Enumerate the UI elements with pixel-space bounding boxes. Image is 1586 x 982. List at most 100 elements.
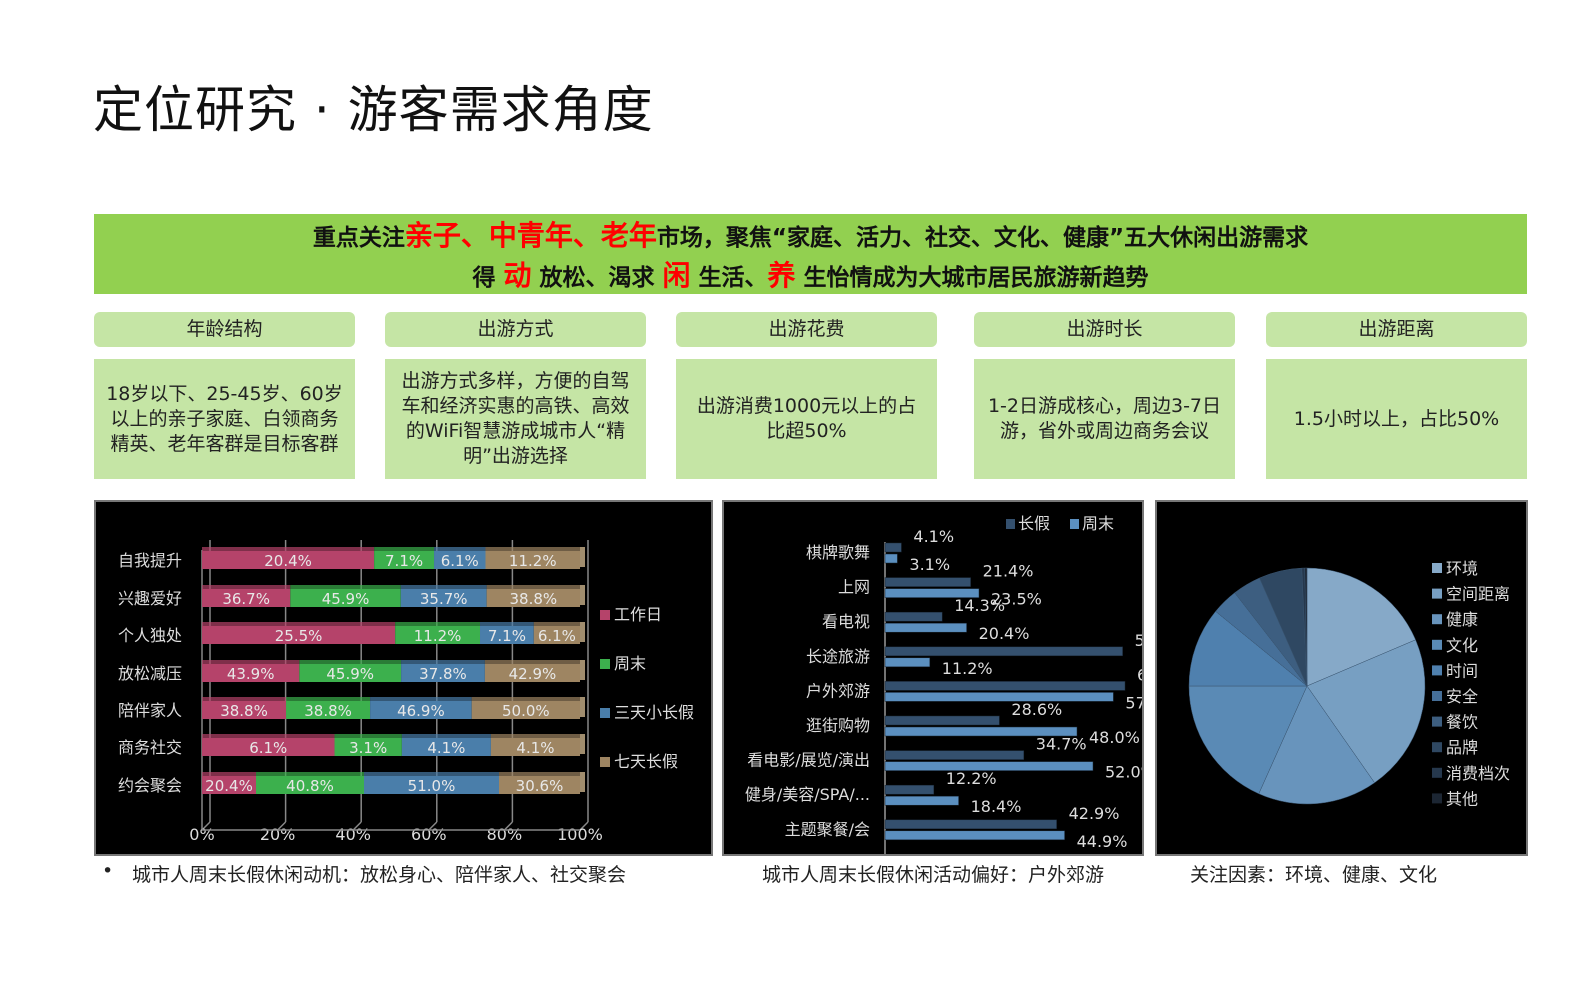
legend-swatch <box>1432 793 1442 804</box>
data-label: 30.6% <box>516 777 564 795</box>
data-label: 51.0% <box>408 777 456 795</box>
bar-segment-top <box>334 734 402 738</box>
y-category-label: 看电视 <box>822 612 870 631</box>
bar-segment <box>202 701 287 719</box>
bar-segment <box>401 664 485 682</box>
bar-segment-top <box>202 547 375 551</box>
bar-segment-top <box>299 660 402 664</box>
bar-segment-top <box>401 734 491 738</box>
card-header: 出游方式 <box>385 312 646 347</box>
data-label: 3.1% <box>349 739 387 757</box>
x-tick-label: 20% <box>260 825 296 844</box>
legend-swatch <box>600 610 610 620</box>
y-category-label: 约会聚会 <box>118 776 182 795</box>
y-category-label: 上网 <box>838 578 870 597</box>
legend-swatch <box>600 659 610 669</box>
bar-segment <box>401 738 491 756</box>
banner-text: 生活、 <box>690 265 768 291</box>
caption-bullet: • <box>102 860 114 882</box>
data-label: 48.0% <box>1089 728 1140 747</box>
y-category-label: 自我提升 <box>118 551 182 570</box>
banner-line-1: 重点关注亲子、中青年、老年市场，聚焦“家庭、活力、社交、文化、健康”五大休闲出游… <box>94 217 1527 257</box>
bar-segment-top <box>286 697 371 701</box>
data-label: 43.9% <box>227 665 275 683</box>
legend-swatch <box>1432 563 1442 573</box>
legend-label: 品牌 <box>1446 738 1478 757</box>
bar-segment <box>400 589 487 607</box>
bar-segment <box>202 589 291 607</box>
bar-segment-top <box>202 697 287 701</box>
data-label: 40.8% <box>286 777 334 795</box>
y-category-label: 逛街购物 <box>806 716 870 735</box>
card-body: 1.5小时以上，占比50% <box>1266 359 1527 479</box>
legend-label: 三天小长假 <box>614 703 694 722</box>
data-label: 42.9% <box>1069 804 1120 823</box>
pie-slice <box>1188 611 1308 687</box>
card-header: 出游距离 <box>1266 312 1527 347</box>
bar-end-face <box>580 547 585 567</box>
data-label: 11.2% <box>509 552 557 570</box>
bar-segment <box>374 551 435 569</box>
bar-segment-top <box>485 547 580 551</box>
bar-segment <box>286 701 371 719</box>
legend-swatch <box>600 708 610 718</box>
bar-segment <box>299 664 402 682</box>
data-label: 7.1% <box>385 552 423 570</box>
card-header: 出游花费 <box>676 312 937 347</box>
legend-label: 健康 <box>1446 610 1478 629</box>
legend-label: 空间距离 <box>1446 585 1510 604</box>
data-label: 60.0% <box>1137 665 1142 684</box>
y-category-label: 放松减压 <box>118 664 182 683</box>
x-tick-label: 100% <box>557 825 603 844</box>
data-label: 20.4% <box>264 552 312 570</box>
data-label: 11.2% <box>414 627 462 645</box>
bar <box>884 795 959 806</box>
data-label: 37.8% <box>419 665 467 683</box>
legend-label: 工作日 <box>614 605 662 624</box>
pie-slice <box>1188 685 1308 795</box>
bar-segment-top <box>490 734 580 738</box>
bar-segment-top <box>395 622 481 626</box>
tick-mark <box>428 821 438 831</box>
legend-swatch <box>1432 639 1442 650</box>
legend-label: 餐饮 <box>1446 713 1478 732</box>
bar <box>884 681 1126 691</box>
bar-segment <box>490 738 580 756</box>
legend-label: 文化 <box>1446 636 1478 655</box>
highlight-text: 闲 <box>662 259 691 292</box>
data-label: 34.7% <box>1036 735 1087 754</box>
data-label: 38.8% <box>509 590 557 608</box>
bar-segment <box>256 776 364 794</box>
bar-segment <box>370 701 472 719</box>
data-label: 6.1% <box>249 739 287 757</box>
activity-bar-chart: 棋牌歌舞 4.1% 3.1% 上网 21.4% 23.5% 看电视 14.3% 20.4% 长途旅… <box>745 514 1188 854</box>
y-category-label: 个人独处 <box>118 626 182 645</box>
y-category-label: 陪伴家人 <box>118 701 182 720</box>
bar-segment-top <box>499 772 580 776</box>
y-category-label: 长途旅游 <box>806 647 870 666</box>
highlight-banner: 重点关注亲子、中青年、老年市场，聚焦“家庭、活力、社交、文化、健康”五大休闲出游… <box>94 214 1527 294</box>
bar-segment <box>486 589 580 607</box>
bar-segment-top <box>484 660 580 664</box>
bar-segment <box>480 626 534 644</box>
tick-mark <box>579 821 589 831</box>
bar-segment <box>533 626 580 644</box>
bar <box>884 588 980 598</box>
bar-segment <box>485 551 580 569</box>
caption-right: 关注因素：环境、健康、文化 <box>1190 864 1438 886</box>
highlight-text: 养 <box>767 259 796 292</box>
bar <box>884 819 1057 830</box>
banner-text: 放松、渴求 <box>531 265 663 291</box>
tick-mark <box>503 821 513 831</box>
y-category-label: 棋牌歌舞 <box>806 543 870 562</box>
y-category-label: 主题聚餐/会 <box>785 820 870 839</box>
legend-swatch <box>1432 691 1442 701</box>
bar <box>884 761 1094 771</box>
data-label: 57.1% <box>1125 693 1142 712</box>
data-label: 42.9% <box>509 665 557 683</box>
highlight-text: 动 <box>503 259 532 292</box>
bar <box>884 622 967 633</box>
caption-left: 城市人周末长假休闲动机：放松身心、陪伴家人、社交聚会 <box>132 864 627 886</box>
